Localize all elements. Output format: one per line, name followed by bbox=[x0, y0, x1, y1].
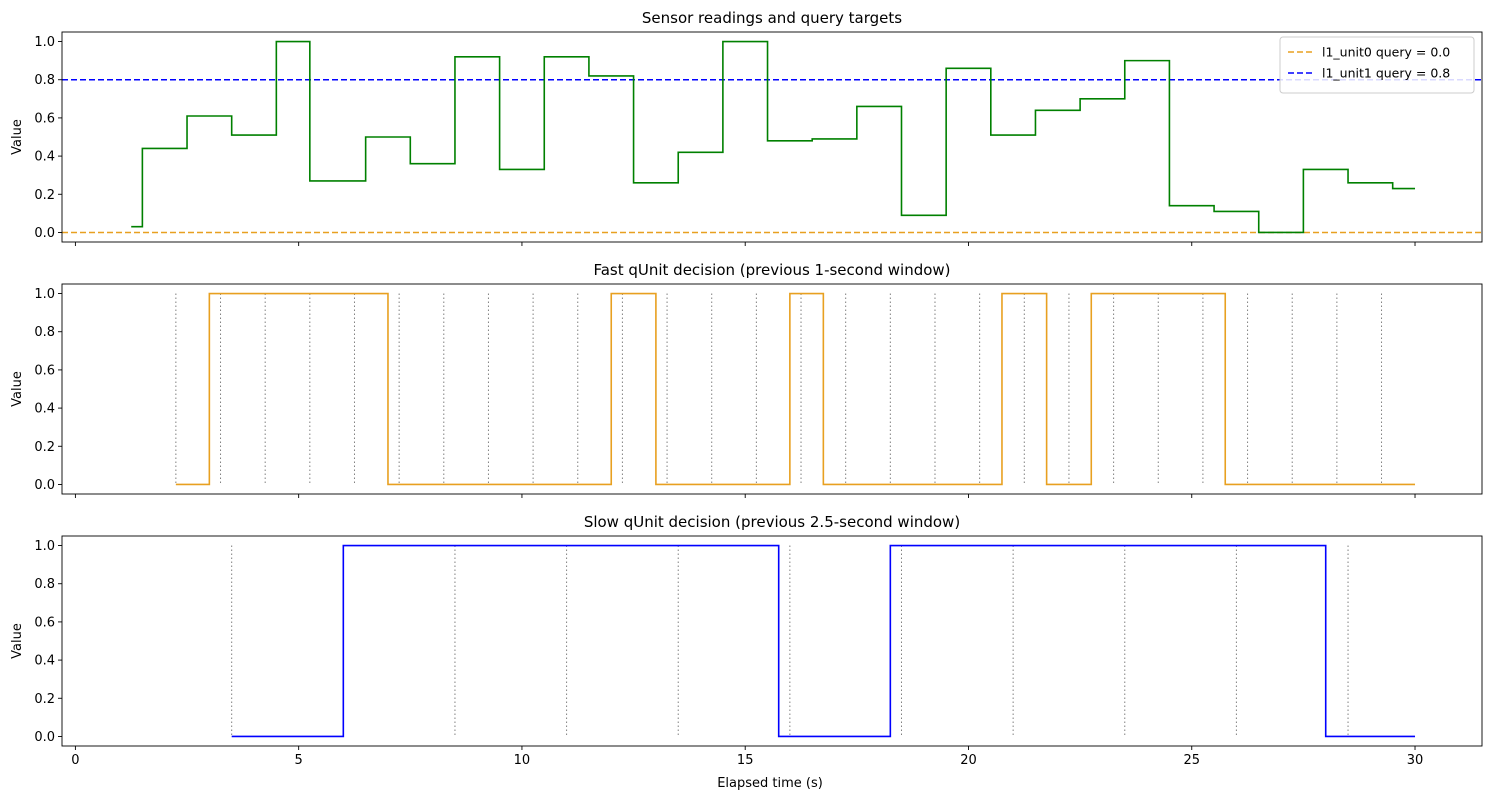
y-axis-label: Value bbox=[10, 119, 25, 155]
series-line bbox=[231, 544, 1416, 738]
y-tick-label: 0.8 bbox=[34, 325, 55, 340]
fast-qunit-panel: Fast qUnit decision (previous 1-second w… bbox=[10, 261, 1483, 498]
y-tick-label: 0.6 bbox=[34, 615, 55, 630]
y-tick-label: 1.0 bbox=[34, 287, 55, 302]
slow-qunit-panel: Slow qUnit decision (previous 2.5-second… bbox=[10, 513, 1483, 768]
x-tick-label: 30 bbox=[1407, 753, 1424, 768]
y-tick-label: 0.8 bbox=[34, 73, 55, 88]
y-tick-label: 0.2 bbox=[34, 440, 55, 455]
y-tick-label: 0.0 bbox=[34, 226, 55, 241]
legend: l1_unit0 query = 0.0 l1_unit1 query = 0.8 bbox=[1279, 36, 1475, 94]
y-axis-label: Value bbox=[10, 623, 25, 659]
series-line bbox=[131, 40, 1416, 234]
y-tick-label: 0.4 bbox=[34, 150, 55, 165]
legend-box bbox=[1279, 36, 1475, 94]
x-tick-label: 20 bbox=[960, 753, 977, 768]
y-tick-label: 0.0 bbox=[34, 730, 55, 745]
y-tick-label: 0.6 bbox=[34, 363, 55, 378]
series-line bbox=[175, 292, 1416, 486]
x-tick-label: 15 bbox=[737, 753, 754, 768]
y-tick-label: 0.6 bbox=[34, 111, 55, 126]
x-tick-label: 10 bbox=[514, 753, 531, 768]
legend-entry: l1_unit0 query = 0.0 bbox=[1322, 45, 1450, 60]
axes-frame bbox=[61, 535, 1483, 747]
y-tick-label: 1.0 bbox=[34, 539, 55, 554]
axes-frame bbox=[61, 283, 1483, 495]
y-tick-label: 0.4 bbox=[34, 402, 55, 417]
y-tick-label: 0.2 bbox=[34, 188, 55, 203]
y-tick-label: 0.0 bbox=[34, 478, 55, 493]
y-tick-label: 0.2 bbox=[34, 692, 55, 707]
y-tick-label: 0.4 bbox=[34, 654, 55, 669]
panel-title: Fast qUnit decision (previous 1-second w… bbox=[593, 261, 950, 279]
axes-frame bbox=[61, 31, 1483, 243]
y-tick-label: 0.8 bbox=[34, 577, 55, 592]
legend-entry: l1_unit1 query = 0.8 bbox=[1322, 66, 1450, 81]
x-axis-label: Elapsed time (s) bbox=[717, 776, 823, 791]
x-tick-label: 5 bbox=[295, 753, 303, 768]
x-tick-label: 25 bbox=[1183, 753, 1200, 768]
x-tick-label: 0 bbox=[71, 753, 79, 768]
panel-title: Sensor readings and query targets bbox=[642, 9, 902, 27]
y-tick-label: 1.0 bbox=[34, 35, 55, 50]
sensor-readings-panel: Sensor readings and query targets Value 0.… bbox=[10, 9, 1483, 246]
y-axis-label: Value bbox=[10, 371, 25, 407]
panel-title: Slow qUnit decision (previous 2.5-second… bbox=[584, 513, 960, 531]
